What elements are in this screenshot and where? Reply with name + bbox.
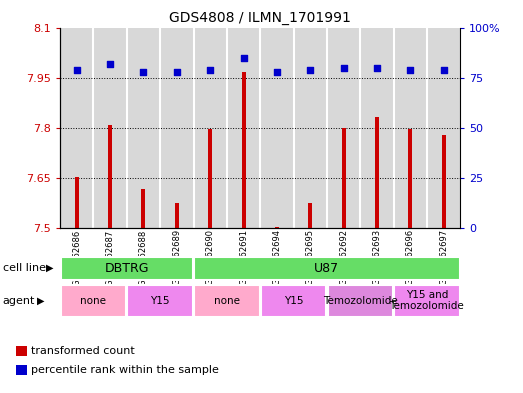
Text: Y15 and
Temozolomide: Y15 and Temozolomide (390, 290, 464, 311)
Text: U87: U87 (314, 262, 339, 275)
Point (339, 64, 348, 71)
Bar (375, 117, 379, 228)
Bar (61, 257, 193, 280)
Bar (293, 28, 327, 228)
Bar (160, 28, 194, 228)
Point (306, 66, 314, 73)
Bar (194, 28, 227, 228)
Text: ▶: ▶ (46, 263, 53, 273)
Point (272, 68, 281, 75)
Bar (261, 285, 326, 317)
Bar (408, 129, 412, 228)
Text: Y15: Y15 (151, 296, 170, 306)
Point (406, 66, 414, 73)
Point (373, 64, 381, 71)
Bar (360, 28, 393, 228)
Point (73, 66, 81, 73)
Bar (427, 28, 460, 228)
Bar (327, 28, 360, 228)
Bar (142, 189, 145, 228)
Bar (61, 285, 126, 317)
Bar (394, 285, 460, 317)
Bar (242, 72, 245, 228)
Text: transformed count: transformed count (31, 345, 135, 356)
Point (206, 66, 214, 73)
Point (173, 68, 181, 75)
Text: percentile rank within the sample: percentile rank within the sample (31, 365, 219, 375)
Bar (260, 28, 293, 228)
Text: Temozolomide: Temozolomide (323, 296, 397, 306)
Text: ▶: ▶ (37, 296, 44, 306)
Point (240, 55, 248, 61)
Bar (308, 203, 312, 228)
Point (439, 66, 448, 73)
Bar (175, 203, 179, 228)
Bar (194, 257, 460, 280)
Point (106, 61, 115, 67)
Point (139, 68, 147, 75)
Bar (342, 128, 346, 228)
Text: Y15: Y15 (284, 296, 303, 306)
Title: GDS4808 / ILMN_1701991: GDS4808 / ILMN_1701991 (169, 11, 351, 25)
Bar (227, 28, 260, 228)
Text: DBTRG: DBTRG (105, 262, 149, 275)
Text: none: none (214, 296, 240, 306)
Text: none: none (81, 296, 107, 306)
Bar (441, 135, 446, 228)
Text: agent: agent (3, 296, 35, 306)
Bar (275, 227, 279, 228)
Bar (94, 28, 127, 228)
Bar (127, 28, 160, 228)
Bar (128, 285, 193, 317)
Text: cell line: cell line (3, 263, 46, 273)
Bar (194, 285, 259, 317)
Bar (60, 28, 94, 228)
Bar (327, 285, 393, 317)
Bar (108, 125, 112, 228)
Bar (208, 129, 212, 228)
Bar (394, 28, 427, 228)
Bar (75, 178, 79, 228)
